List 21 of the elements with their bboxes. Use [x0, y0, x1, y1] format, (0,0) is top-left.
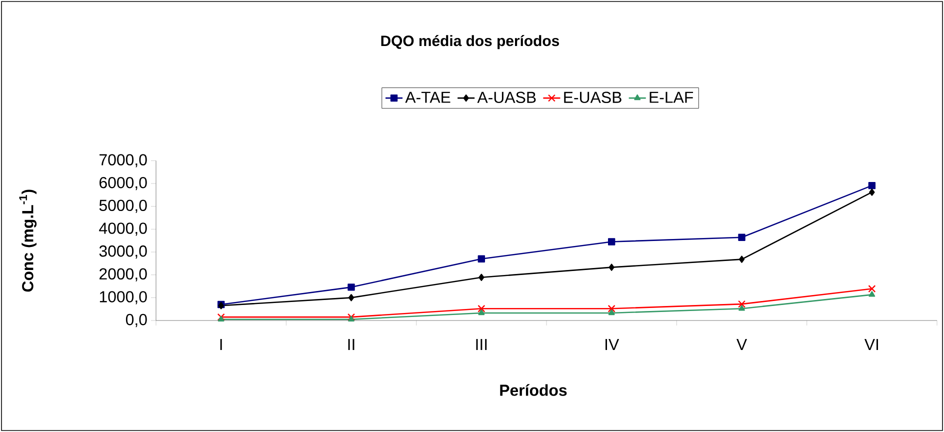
y-tick-label: 6000,0 [100, 176, 147, 190]
x-tick-label: V [736, 339, 748, 350]
x-tick-label: III [476, 339, 487, 350]
legend-label: E-UASB [564, 92, 622, 104]
x-tick-label: IV [606, 339, 620, 350]
y-tick-label: 1000,0 [100, 291, 147, 304]
y-tick-label: 4000,0 [99, 222, 147, 236]
y-tick-label: 2000,0 [100, 268, 147, 282]
y-axis-title: Conc (mg.L$^{-1}$) [19, 190, 37, 292]
x-tick-label: I [220, 339, 222, 350]
legend-label: A-UASB [477, 92, 536, 104]
x-tick-label: VI [864, 339, 878, 350]
legend-label: A-TAE [405, 92, 450, 103]
x-axis-title: Períodos [500, 384, 567, 396]
chart-title: DQO média dos períodos [381, 35, 560, 50]
y-tick-label: 0,0 [126, 314, 147, 328]
y-tick-label: 5000,0 [99, 200, 147, 213]
y-tick-label: 3000,0 [99, 245, 147, 259]
legend-label: E-LAF [650, 92, 694, 103]
x-tick-label: II [348, 339, 354, 350]
y-tick-label: 7000,0 [100, 154, 147, 168]
